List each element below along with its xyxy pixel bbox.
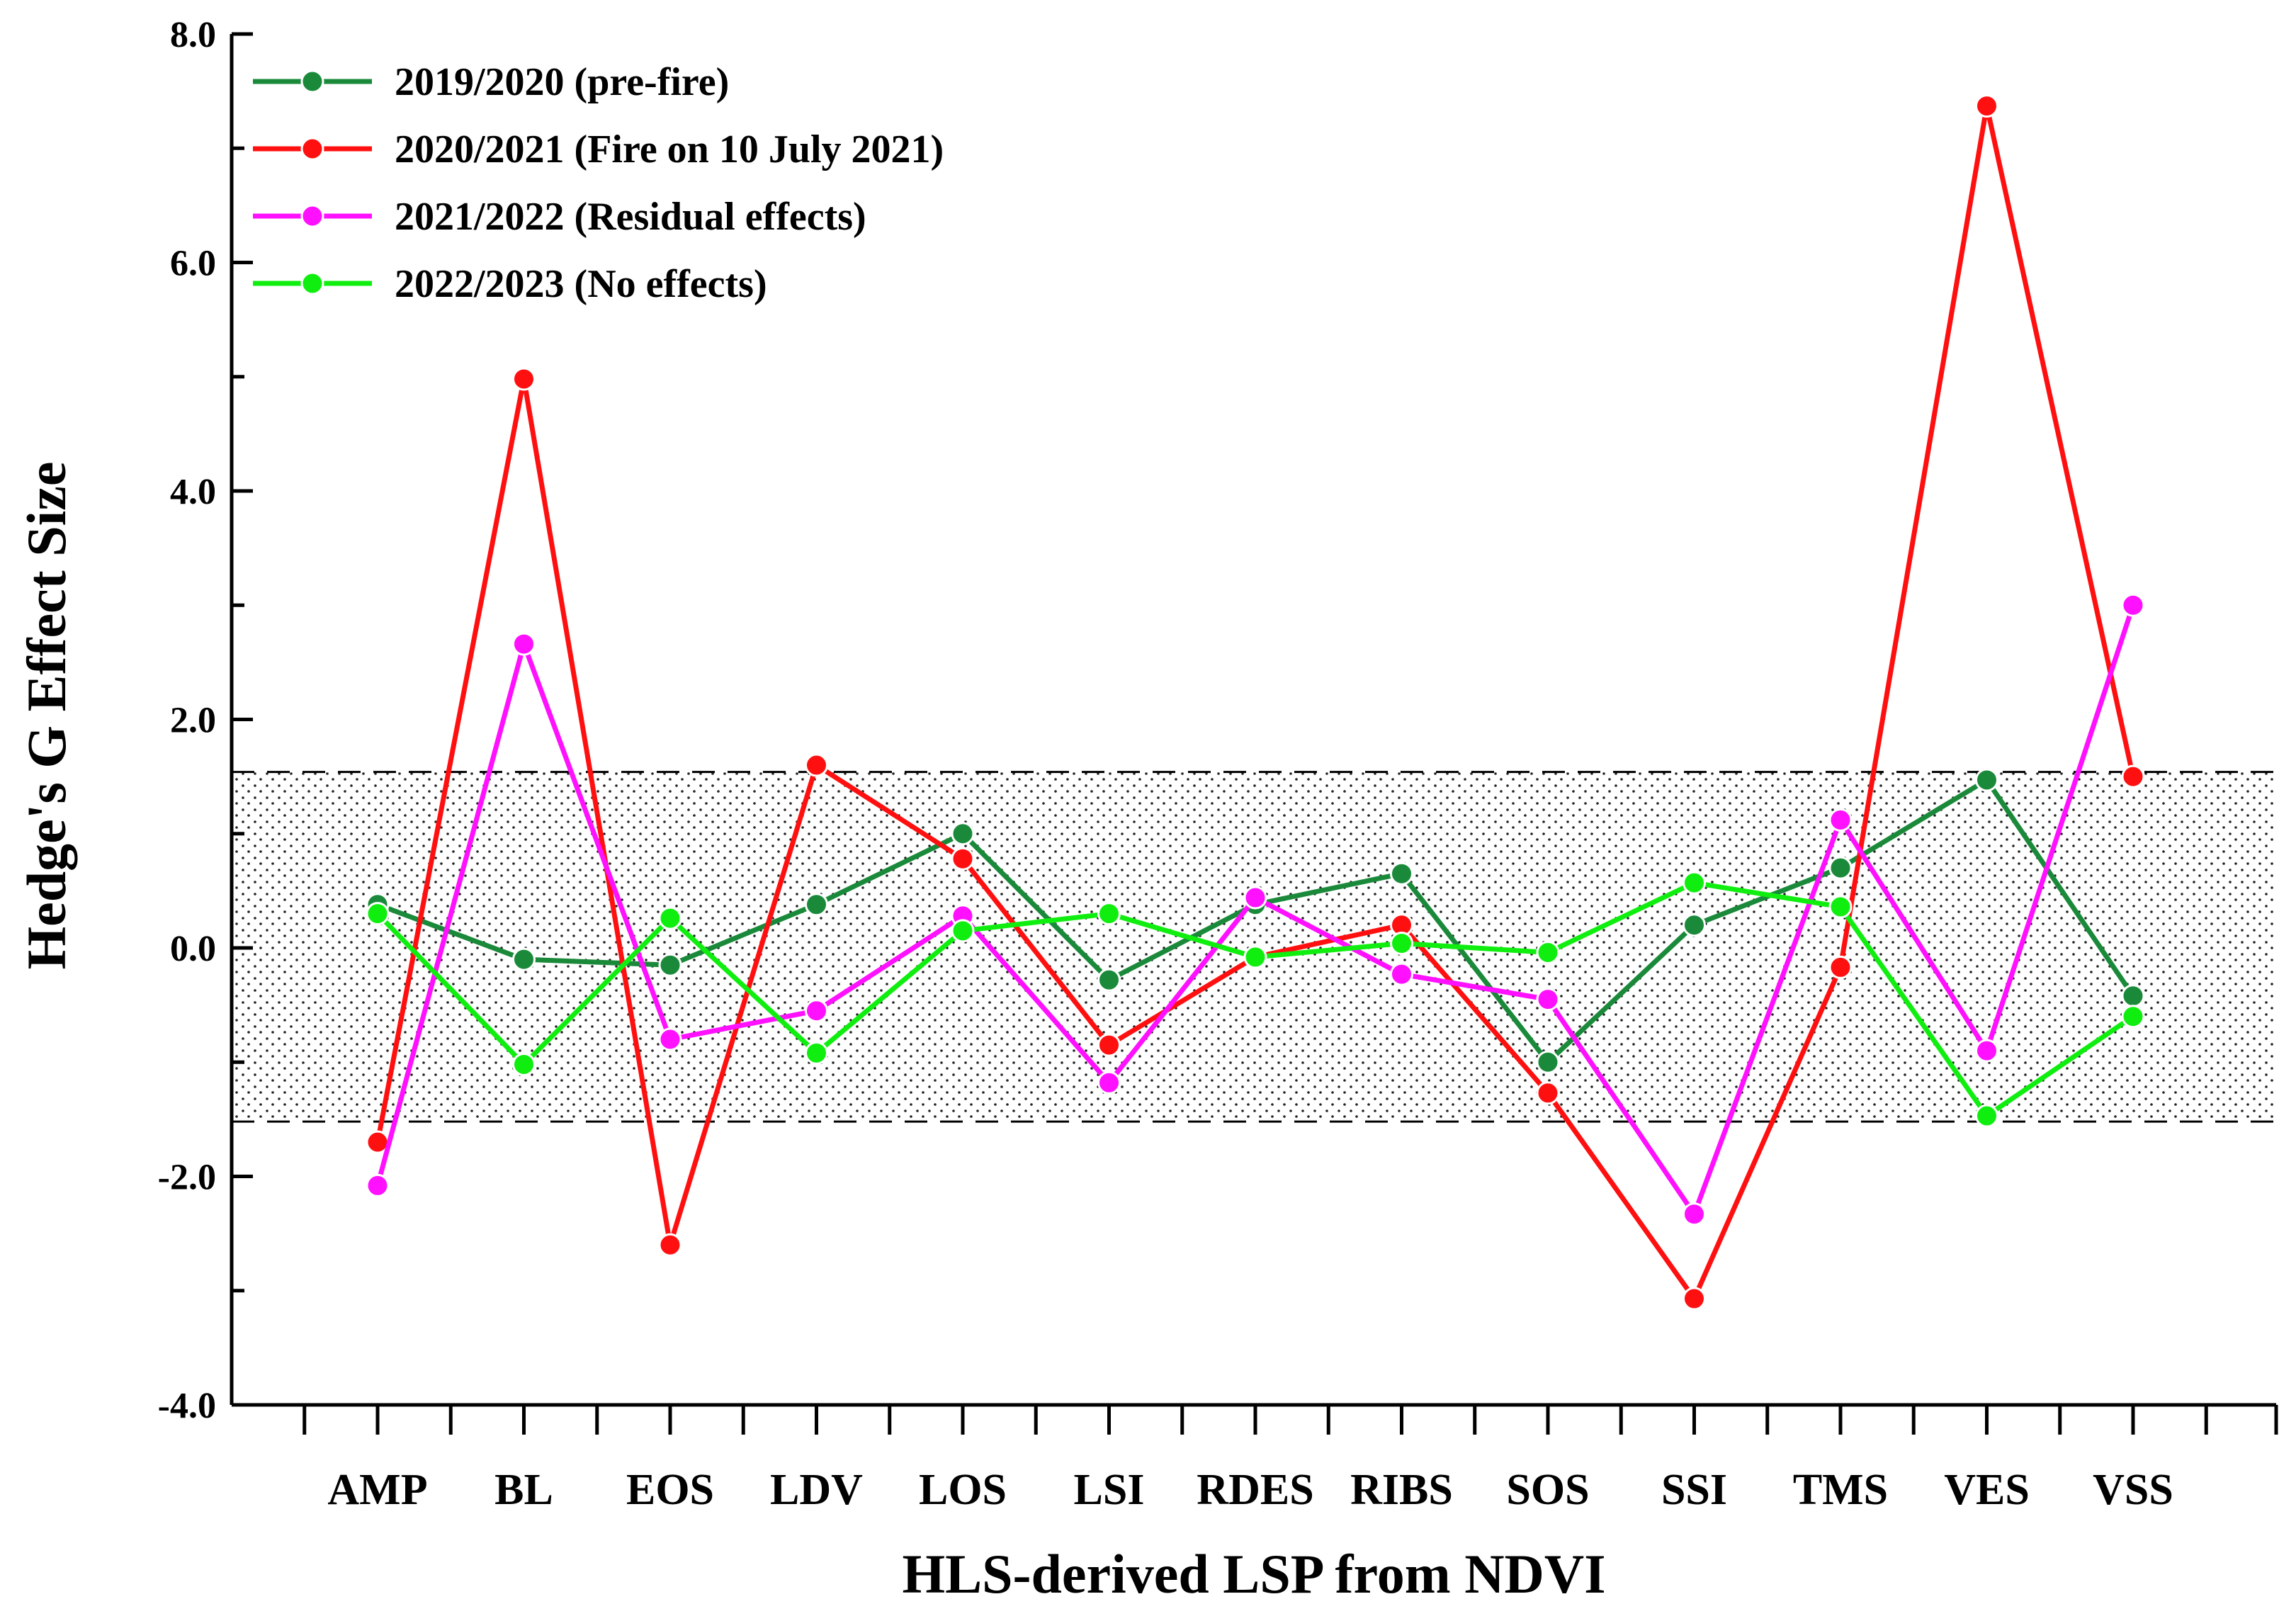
data-point — [1390, 962, 1413, 986]
legend-marker — [300, 137, 324, 161]
x-tick-label: SSI — [1661, 1466, 1727, 1514]
data-point — [1828, 808, 1853, 832]
x-tick-label: SOS — [1506, 1466, 1589, 1514]
legend-label: 2021/2022 (Residual effects) — [395, 195, 866, 239]
x-tick-label: LDV — [770, 1466, 863, 1514]
y-tick-label: 8.0 — [170, 15, 216, 55]
legend-item: 2021/2022 (Residual effects) — [253, 195, 866, 239]
data-point — [1975, 94, 1998, 118]
x-tick-label: EOS — [626, 1466, 714, 1514]
y-tick-label: -4.0 — [158, 1386, 216, 1426]
data-point — [1828, 955, 1853, 979]
data-point — [658, 1233, 682, 1257]
x-tick-label: VES — [1944, 1466, 2030, 1514]
data-point — [1097, 968, 1121, 992]
data-point — [1683, 871, 1706, 895]
x-axis-ticks: AMP BL EOS LDV LOS LSI RDES RIBS SOS SSI TMS VES VSS — [302, 1405, 2278, 1514]
data-point — [1243, 945, 1267, 969]
data-point — [1243, 886, 1267, 910]
y-tick-label: 2.0 — [170, 701, 216, 741]
data-point — [1390, 932, 1413, 956]
y-tick-label: -2.0 — [158, 1158, 216, 1198]
data-point — [805, 999, 828, 1023]
data-point — [658, 953, 682, 977]
legend-item: 2019/2020 (pre-fire) — [253, 60, 729, 104]
legend-label: 2020/2021 (Fire on 10 July 2021) — [395, 128, 944, 171]
data-point — [1683, 1287, 1706, 1311]
data-point — [1390, 861, 1413, 886]
legend-item: 2022/2023 (No effects) — [253, 262, 767, 306]
legend-marker — [300, 204, 324, 228]
x-axis-title: HLS-derived LSP from NDVI — [902, 1543, 1605, 1605]
data-point — [1683, 1202, 1706, 1226]
data-point — [1536, 988, 1560, 1012]
x-tick-label: BL — [494, 1466, 553, 1514]
data-point — [1683, 913, 1706, 937]
data-point — [1097, 902, 1121, 926]
legend-item: 2020/2021 (Fire on 10 July 2021) — [253, 128, 944, 171]
series-3 — [366, 593, 2145, 1226]
data-point — [1097, 1070, 1121, 1095]
x-tick-label: RIBS — [1350, 1466, 1453, 1514]
legend-marker — [300, 271, 324, 295]
y-tick-label: 4.0 — [170, 472, 216, 512]
data-point — [1975, 768, 1998, 792]
data-point — [2121, 1005, 2145, 1029]
series-layer — [366, 94, 2145, 1311]
data-point — [1536, 940, 1560, 964]
data-point — [1975, 1104, 1998, 1128]
data-point — [512, 632, 536, 656]
y-tick-label: 6.0 — [170, 244, 216, 284]
data-point — [512, 1052, 536, 1076]
series-4 — [366, 871, 2145, 1128]
data-point — [805, 753, 828, 777]
data-point — [1828, 895, 1853, 919]
data-point — [366, 902, 390, 926]
data-point — [951, 822, 975, 846]
data-point — [1536, 1050, 1560, 1074]
data-point — [366, 1173, 390, 1197]
data-point — [512, 947, 536, 971]
x-tick-label: LSI — [1074, 1466, 1145, 1514]
data-point — [1097, 1033, 1121, 1057]
data-point — [658, 906, 682, 930]
x-tick-label: VSS — [2093, 1466, 2173, 1514]
x-tick-label: RDES — [1197, 1466, 1313, 1514]
data-point — [2121, 593, 2145, 617]
data-point — [658, 1027, 682, 1051]
data-point — [2121, 764, 2145, 789]
x-tick-label: AMP — [327, 1466, 427, 1514]
y-axis-title: Hedge's G Effect Size — [16, 462, 77, 970]
data-point — [1975, 1039, 1998, 1063]
data-point — [951, 847, 975, 871]
legend-label: 2022/2023 (No effects) — [395, 262, 767, 306]
data-point — [951, 919, 975, 943]
data-point — [805, 1041, 828, 1065]
data-point — [1828, 856, 1853, 880]
legend-marker — [300, 69, 324, 94]
legend-label: 2019/2020 (pre-fire) — [395, 60, 729, 104]
data-point — [805, 893, 828, 917]
y-axis-ticks: -4.0 -2.0 0.0 2.0 4.0 6.0 8.0 — [158, 15, 253, 1426]
x-tick-label: LOS — [919, 1466, 1007, 1514]
y-tick-label: 0.0 — [170, 929, 216, 969]
legend: 2019/2020 (pre-fire) 2020/2021 (Fire on 1… — [253, 60, 944, 306]
data-point — [1536, 1081, 1560, 1105]
data-point — [2121, 984, 2145, 1008]
data-point — [512, 367, 536, 391]
x-tick-label: TMS — [1793, 1466, 1888, 1514]
